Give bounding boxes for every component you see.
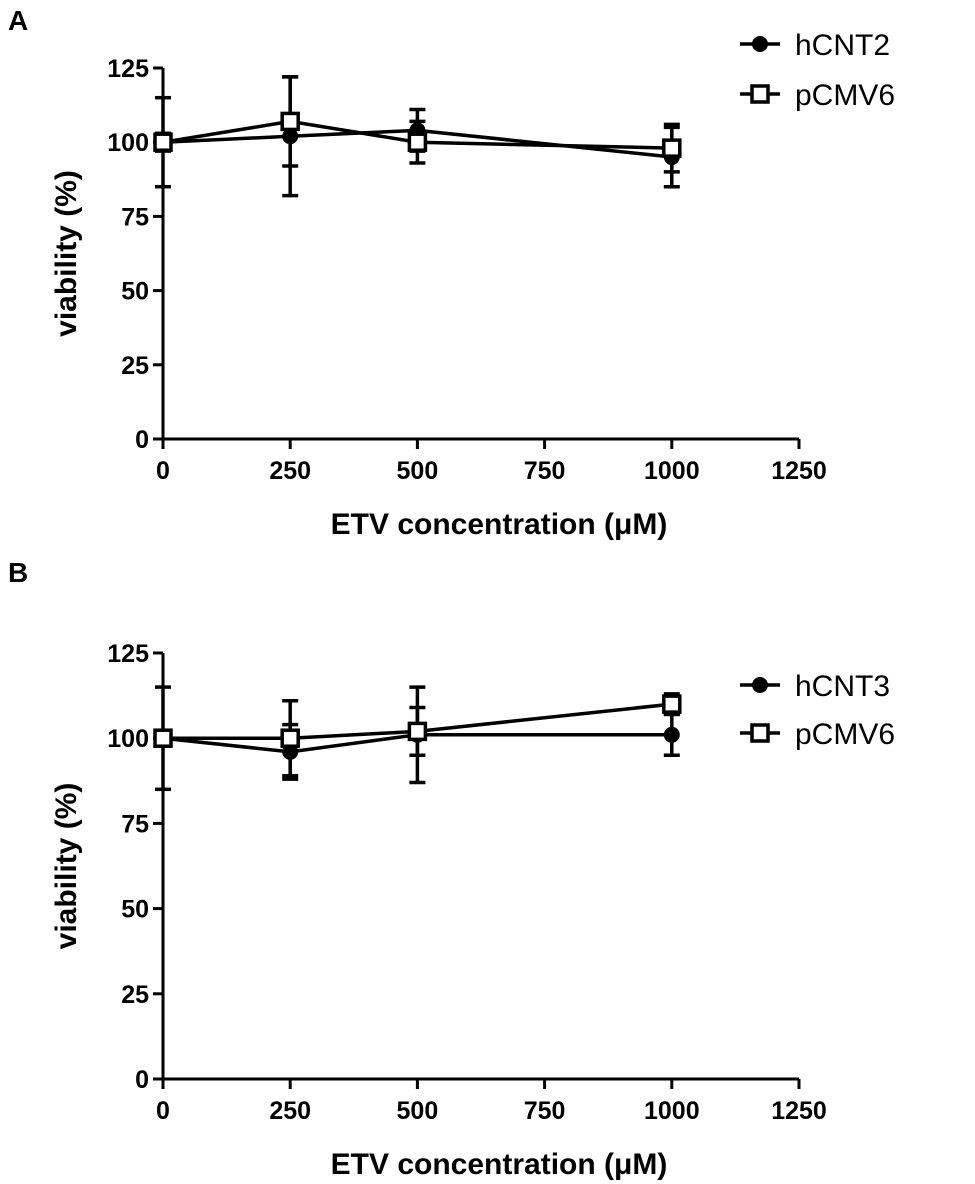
x-tick-label: 1000 — [644, 457, 700, 485]
y-tick-label: 100 — [107, 129, 149, 157]
legend-marker — [752, 677, 768, 693]
series-line — [162, 119, 672, 150]
legend-marker — [752, 36, 768, 52]
series-pcmv6 — [153, 692, 682, 778]
legend-entry-pcmv6: pCMV6 — [740, 718, 895, 751]
data-point — [663, 726, 680, 743]
y-tick-label: 50 — [121, 896, 149, 924]
legend-entry-pcmv6: pCMV6 — [740, 79, 895, 112]
y-tick-label: 125 — [107, 55, 149, 83]
x-tick-label: 500 — [397, 1097, 439, 1125]
x-tick-label: 750 — [524, 457, 566, 485]
legend-entry-hcnt2: hCNT2 — [740, 29, 890, 62]
legend-label: hCNT2 — [795, 29, 890, 62]
y-tick-label: 0 — [135, 426, 149, 454]
legend-label: pCMV6 — [795, 718, 895, 751]
x-tick-label: 250 — [269, 1097, 311, 1125]
y-axis-title: viability (%) — [50, 170, 83, 337]
data-point — [407, 132, 428, 152]
data-point — [153, 132, 173, 152]
x-tick-label: 750 — [524, 1097, 566, 1125]
y-tick-label: 75 — [121, 810, 149, 838]
legend-label: hCNT3 — [795, 670, 890, 703]
data-point — [280, 111, 300, 132]
y-tick-label: 25 — [121, 352, 149, 380]
data-point — [662, 694, 682, 714]
y-tick-label: 75 — [121, 203, 149, 231]
series-line — [163, 702, 672, 740]
x-tick-label: 500 — [397, 457, 439, 485]
x-axis-title: ETV concentration (μM) — [331, 1148, 668, 1181]
data-point — [662, 138, 682, 158]
y-tick-label: 125 — [107, 640, 149, 668]
legend-marker — [750, 723, 770, 743]
data-point — [280, 728, 300, 748]
series-pcmv6 — [153, 75, 682, 174]
panel-letter: A — [8, 5, 28, 36]
y-tick-label: 25 — [121, 981, 149, 1009]
y-axis-title: viability (%) — [50, 783, 83, 950]
y-tick-label: 50 — [121, 278, 149, 306]
x-axis-title: ETV concentration (μM) — [331, 508, 668, 541]
legend-marker — [750, 84, 770, 104]
x-tick-label: 250 — [269, 457, 311, 485]
x-tick-label: 1250 — [771, 457, 827, 485]
x-tick-label: 0 — [156, 457, 170, 485]
x-tick-label: 0 — [156, 1097, 170, 1125]
legend-entry-hcnt3: hCNT3 — [740, 670, 890, 703]
panel-letter: B — [8, 557, 28, 588]
y-tick-label: 100 — [107, 725, 149, 753]
legend-label: pCMV6 — [795, 79, 895, 112]
series-line — [162, 733, 672, 754]
x-tick-label: 1250 — [771, 1097, 827, 1125]
data-point — [407, 721, 428, 742]
data-point — [153, 728, 173, 748]
y-tick-label: 0 — [135, 1066, 149, 1094]
x-tick-label: 1000 — [644, 1097, 700, 1125]
